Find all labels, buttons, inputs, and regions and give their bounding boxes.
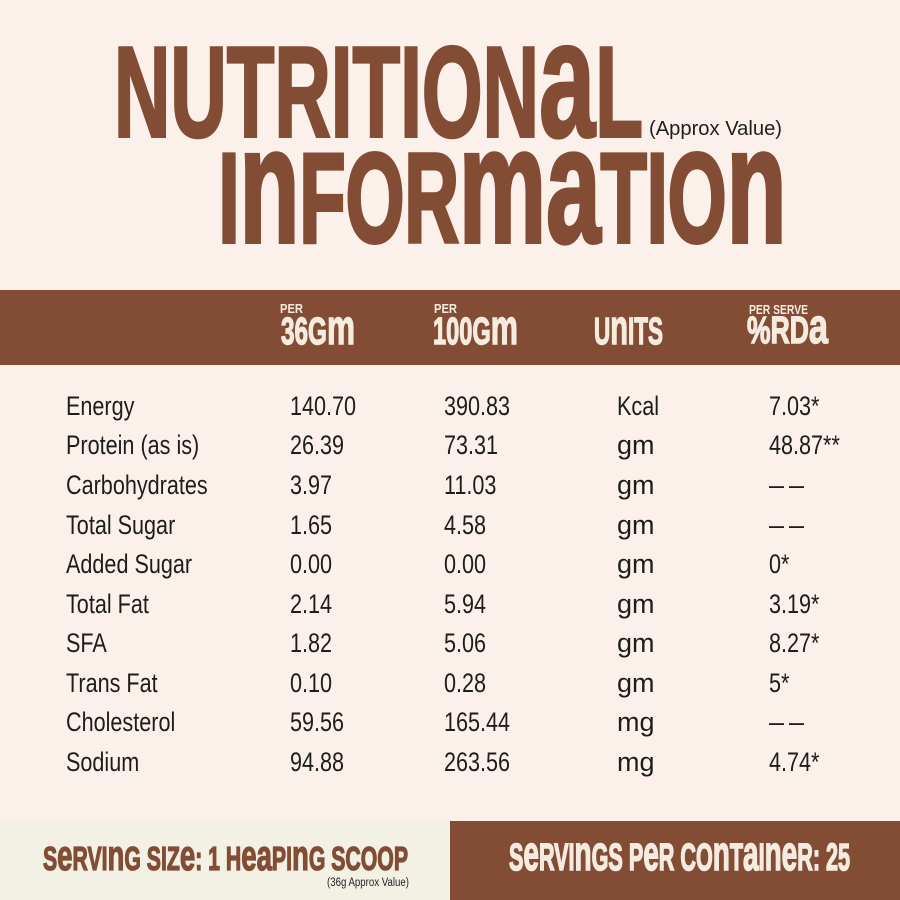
svg-text:(Approx Value): (Approx Value) [649, 117, 782, 140]
svg-text:NUTRITIONaL: NUTRITIONaL [114, 0, 643, 173]
svg-text:(36g Approx Value): (36g Approx Value) [327, 877, 409, 889]
svg-text:SeRVInGS PeR COnTaIneR: 25: SeRVInGS PeR COnTaIneR: 25 [509, 826, 850, 881]
svg-text:UnITS: UnITS [594, 300, 663, 355]
svg-text:PER: PER [434, 301, 458, 316]
svg-text:PER SERVE: PER SERVE [749, 302, 808, 317]
svg-text:InFORmaTIOn: InFORmaTIOn [219, 93, 787, 277]
svg-text:SeRVInG SIZe: 1 HeaPInG SCOOP: SeRVInG SIZe: 1 HeaPInG SCOOP [43, 832, 408, 880]
svg-text:PER: PER [280, 301, 304, 316]
